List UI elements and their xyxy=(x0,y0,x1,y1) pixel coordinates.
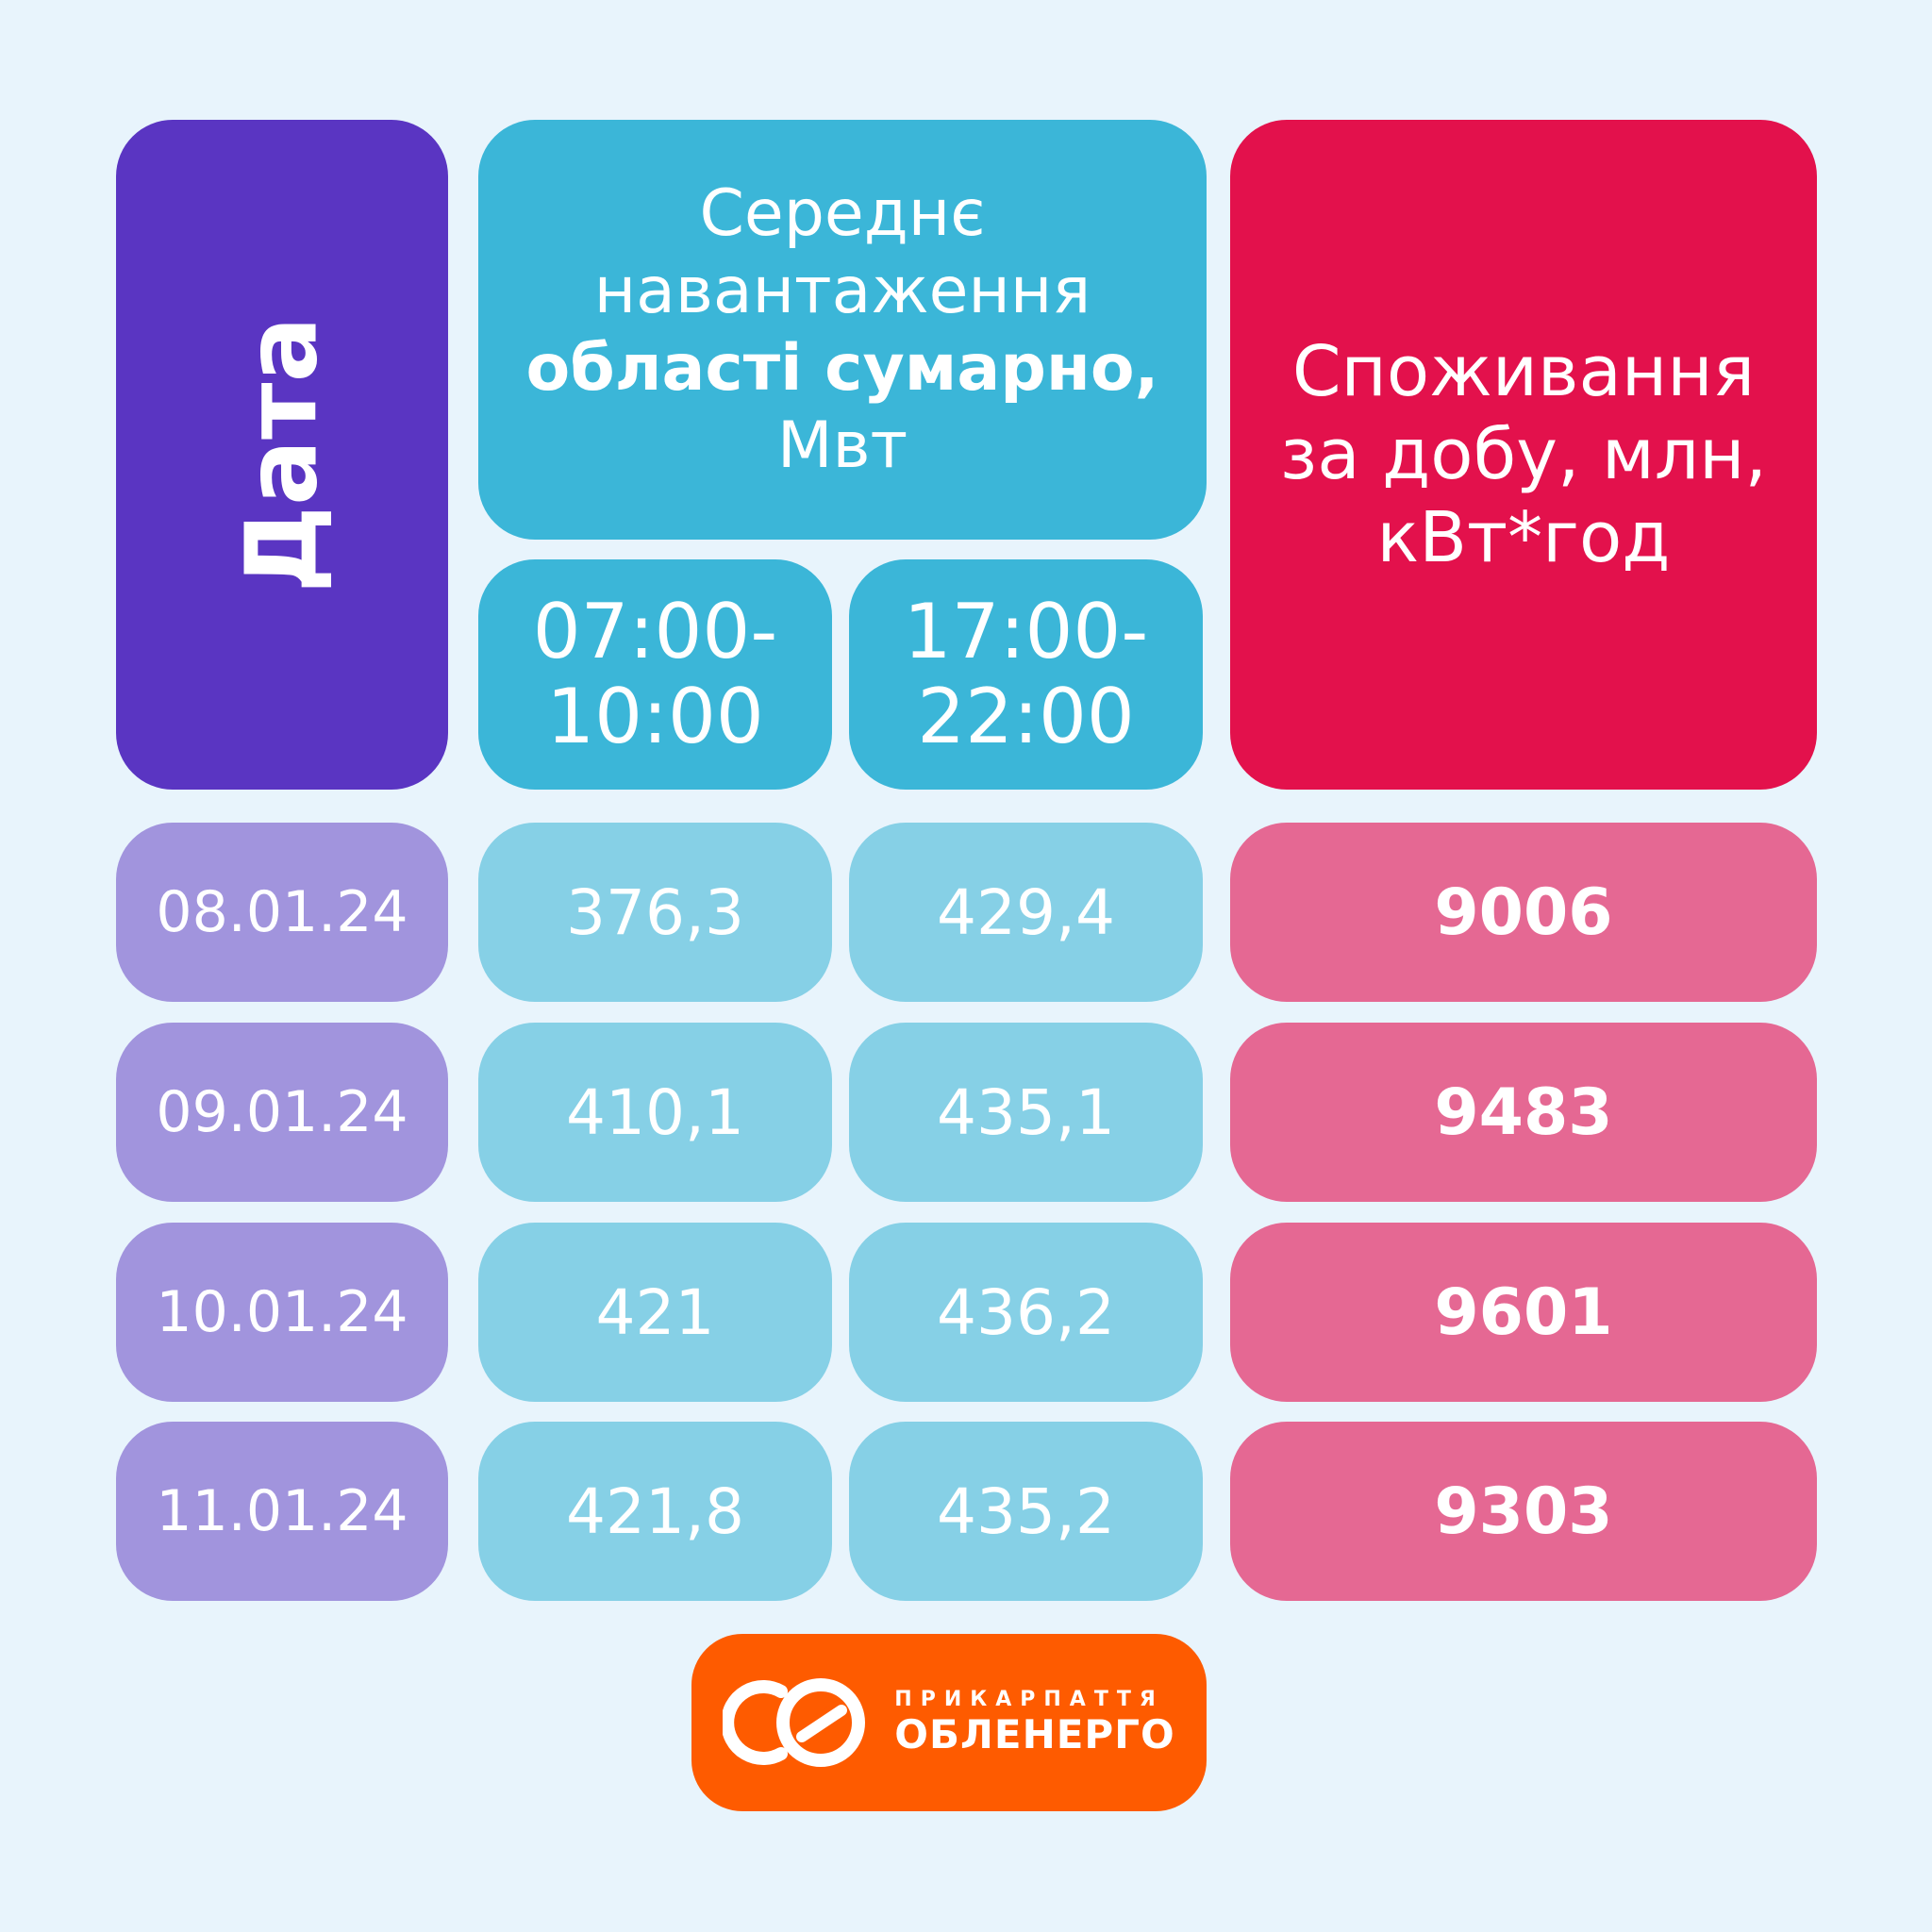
oe-logo-icon xyxy=(723,1678,866,1767)
morning-load-cell: 410,1 xyxy=(478,1023,832,1202)
morning-load-cell: 421 xyxy=(478,1223,832,1402)
date-cell: 10.01.24 xyxy=(116,1223,448,1402)
evening-period-end: 22:00 xyxy=(917,673,1135,760)
evening-period-header: 17:00- 22:00 xyxy=(849,559,1203,790)
load-header-line-3: області сумарно, xyxy=(525,330,1159,406)
consumption-cell: 9601 xyxy=(1230,1223,1817,1402)
date-cell: 08.01.24 xyxy=(116,823,448,1002)
evening-load-cell: 435,2 xyxy=(849,1422,1203,1601)
date-cell: 11.01.24 xyxy=(116,1422,448,1601)
company-logo: ПРИКАРПАТТЯ ОБЛЕНЕРГО xyxy=(691,1634,1207,1811)
consumption-cell: 9303 xyxy=(1230,1422,1817,1601)
load-header-line-1: Середнє xyxy=(699,175,986,251)
consumption-header-line-2: за добу, млн, xyxy=(1279,414,1768,495)
morning-period-start: 07:00- xyxy=(532,588,778,675)
evening-load-cell: 429,4 xyxy=(849,823,1203,1002)
evening-load-cell: 435,1 xyxy=(849,1023,1203,1202)
load-header-line-4: Мвт xyxy=(776,408,908,483)
morning-period-end: 10:00 xyxy=(546,673,764,760)
consumption-header-line-1: Споживання xyxy=(1291,331,1756,412)
consumption-header-line-3: кВт*год xyxy=(1376,497,1671,578)
logo-text-top: ПРИКАРПАТТЯ xyxy=(894,1688,1164,1711)
evening-load-cell: 436,2 xyxy=(849,1223,1203,1402)
consumption-cell: 9006 xyxy=(1230,823,1817,1002)
consumption-cell: 9483 xyxy=(1230,1023,1817,1202)
load-header-line-2: навантаження xyxy=(593,253,1091,328)
date-header: Дата xyxy=(116,120,448,790)
logo-text-bottom: ОБЛЕНЕРГО xyxy=(894,1711,1175,1757)
average-load-header: Середнє навантаження області сумарно, Мв… xyxy=(478,120,1207,540)
morning-period-header: 07:00- 10:00 xyxy=(478,559,832,790)
morning-load-cell: 376,3 xyxy=(478,823,832,1002)
date-header-label: Дата xyxy=(224,316,340,593)
morning-load-cell: 421,8 xyxy=(478,1422,832,1601)
evening-period-start: 17:00- xyxy=(903,588,1149,675)
consumption-header: Споживання за добу, млн, кВт*год xyxy=(1230,120,1817,790)
date-cell: 09.01.24 xyxy=(116,1023,448,1202)
